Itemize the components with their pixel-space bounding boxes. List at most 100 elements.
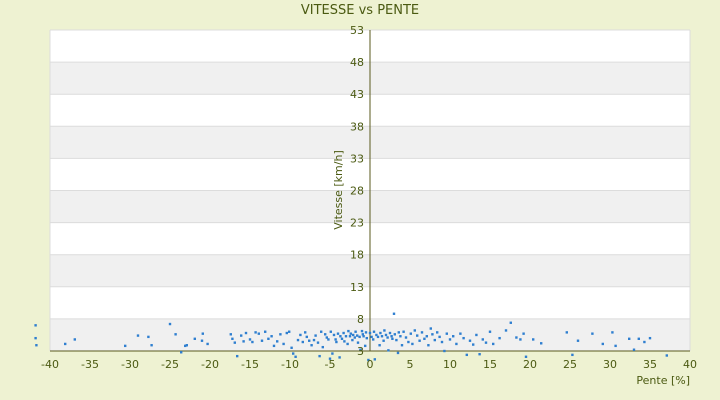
data-point xyxy=(348,335,352,338)
data-point xyxy=(373,358,376,361)
data-point xyxy=(314,334,317,337)
data-point xyxy=(299,333,302,337)
x-tick-label: 20 xyxy=(523,358,537,371)
x-tick-label: -10 xyxy=(281,358,299,371)
data-point xyxy=(342,331,345,335)
data-point xyxy=(472,343,475,346)
x-tick-label: 40 xyxy=(683,358,697,371)
data-point xyxy=(468,339,472,342)
data-point xyxy=(448,338,452,341)
y-tick-label: 33 xyxy=(350,152,364,165)
data-point xyxy=(665,354,668,357)
data-point xyxy=(292,352,295,355)
x-tick-label: -15 xyxy=(241,358,259,371)
data-point xyxy=(382,339,385,342)
data-point xyxy=(376,335,380,339)
x-tick-label: 30 xyxy=(603,358,617,371)
x-tick-label: -25 xyxy=(161,358,179,371)
data-point xyxy=(318,354,321,358)
data-point xyxy=(409,332,412,335)
data-point xyxy=(294,355,297,358)
data-point xyxy=(402,330,405,333)
x-tick-label: 15 xyxy=(483,358,497,371)
data-point xyxy=(400,344,404,347)
data-point xyxy=(334,338,337,341)
data-point xyxy=(305,335,308,339)
data-point xyxy=(328,357,332,360)
data-point xyxy=(416,334,419,337)
data-point xyxy=(370,335,373,339)
data-point xyxy=(445,332,448,335)
data-point xyxy=(184,344,187,348)
data-point xyxy=(206,342,209,346)
data-point xyxy=(339,335,342,338)
data-point xyxy=(591,332,594,335)
data-point xyxy=(180,351,183,354)
data-point xyxy=(150,344,153,347)
data-point xyxy=(231,337,234,341)
x-tick-label: -5 xyxy=(325,358,336,371)
data-point xyxy=(362,335,365,338)
x-tick-labels: -40 -35 -30 -25 -20 -15 -10 -5 0 5 10 15 20 25 30 35 40 xyxy=(41,358,697,371)
y-tick-label: 3 xyxy=(357,345,364,358)
data-point xyxy=(327,338,330,341)
y-tick-label: 28 xyxy=(350,185,364,198)
data-point xyxy=(185,344,188,347)
data-point xyxy=(310,344,313,347)
data-point xyxy=(632,348,636,351)
data-point xyxy=(386,336,389,339)
data-point xyxy=(64,342,67,346)
data-point xyxy=(282,342,285,346)
data-point xyxy=(168,322,172,326)
x-tick-label: 5 xyxy=(407,358,414,371)
data-point xyxy=(251,340,254,344)
data-point xyxy=(240,334,243,337)
data-point xyxy=(420,331,424,334)
data-point xyxy=(504,329,508,332)
data-point xyxy=(522,332,525,335)
x-tick-label: 10 xyxy=(443,358,457,371)
data-point xyxy=(524,355,528,358)
data-point xyxy=(236,354,239,358)
data-point xyxy=(440,340,444,344)
x-tick-label: 0 xyxy=(367,358,374,371)
data-point xyxy=(312,338,316,342)
data-point xyxy=(344,335,348,338)
data-point xyxy=(147,335,150,339)
data-point xyxy=(498,336,501,340)
x-tick-label: -30 xyxy=(121,358,139,371)
data-point xyxy=(492,342,495,346)
data-point xyxy=(571,353,574,357)
data-point xyxy=(329,330,332,333)
data-point xyxy=(325,336,328,339)
data-point xyxy=(279,333,282,336)
data-point xyxy=(455,342,458,346)
data-point xyxy=(332,333,336,337)
data-point xyxy=(288,330,291,333)
data-point xyxy=(360,329,364,333)
data-point xyxy=(361,333,364,336)
data-point xyxy=(201,332,204,335)
data-point xyxy=(336,332,340,335)
data-point xyxy=(34,324,37,327)
data-point xyxy=(379,331,382,335)
data-point xyxy=(601,342,604,346)
data-point xyxy=(481,338,484,341)
data-point xyxy=(388,331,392,335)
data-point xyxy=(425,335,428,338)
data-point xyxy=(423,337,426,341)
data-point xyxy=(359,348,362,351)
data-point xyxy=(321,345,324,349)
y-tick-label: 23 xyxy=(350,217,364,230)
data-point xyxy=(229,333,232,336)
data-point xyxy=(324,333,327,336)
data-point xyxy=(383,329,386,332)
data-point xyxy=(124,344,127,348)
y-axis-title: Vitesse [km/h] xyxy=(332,150,345,230)
data-point xyxy=(35,344,38,347)
data-point xyxy=(304,331,307,334)
data-point xyxy=(452,335,455,338)
x-tick-label: -40 xyxy=(41,358,59,371)
data-point xyxy=(301,340,304,344)
